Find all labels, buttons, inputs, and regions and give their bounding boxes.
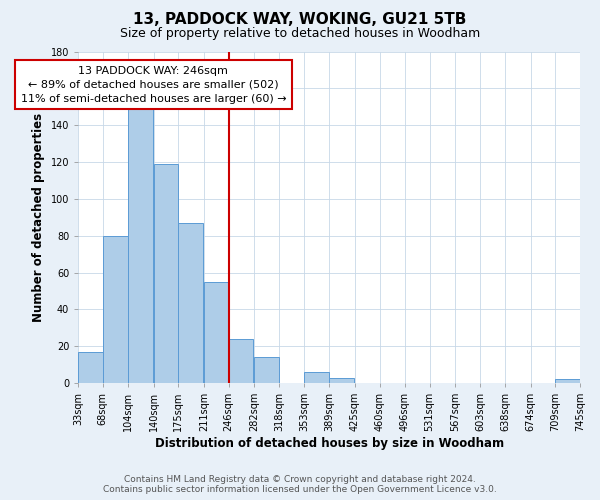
X-axis label: Distribution of detached houses by size in Woodham: Distribution of detached houses by size … [155, 437, 503, 450]
Bar [254, 358, 278, 383]
Text: Size of property relative to detached houses in Woodham: Size of property relative to detached ho… [120, 28, 480, 40]
Bar [78, 352, 103, 383]
Bar [154, 164, 178, 383]
Bar [128, 107, 153, 383]
Text: 13, PADDOCK WAY, WOKING, GU21 5TB: 13, PADDOCK WAY, WOKING, GU21 5TB [133, 12, 467, 28]
Bar [103, 236, 128, 383]
Bar [304, 372, 329, 383]
Y-axis label: Number of detached properties: Number of detached properties [32, 112, 45, 322]
Text: Contains HM Land Registry data © Crown copyright and database right 2024.: Contains HM Land Registry data © Crown c… [124, 475, 476, 484]
Text: Contains public sector information licensed under the Open Government Licence v3: Contains public sector information licen… [103, 485, 497, 494]
Bar [178, 223, 203, 383]
Bar [555, 380, 580, 383]
Bar [229, 339, 253, 383]
Text: 13 PADDOCK WAY: 246sqm
← 89% of detached houses are smaller (502)
11% of semi-de: 13 PADDOCK WAY: 246sqm ← 89% of detached… [20, 66, 286, 104]
Bar [329, 378, 354, 383]
Bar [204, 282, 229, 383]
